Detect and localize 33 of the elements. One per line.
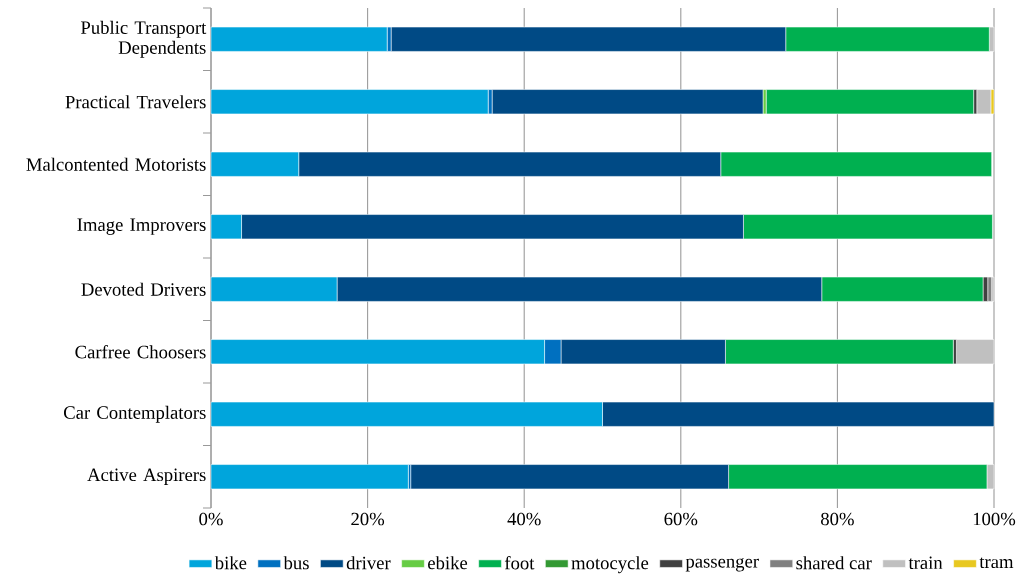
y-tick-label: Car Contemplators [63, 405, 206, 423]
legend-label: bus [283, 556, 309, 570]
bar [765, 89, 974, 115]
y-tick-label: Active Aspirers [87, 468, 206, 485]
legend-label: driver [346, 556, 391, 570]
y-tick-label: Devoted Drivers [81, 282, 206, 296]
x-tick-label: 40% [507, 512, 541, 526]
y-tick-label: Image Improvers [77, 218, 206, 235]
x-tick-label: 0% [199, 512, 223, 526]
bar [991, 276, 995, 302]
x-tick-label: 100% [973, 512, 1016, 526]
x-tick-label: 60% [664, 512, 698, 526]
legend-label: motocycle [571, 556, 649, 574]
y-tick-label: Public Transport Dependents [81, 20, 207, 58]
bar [987, 276, 992, 302]
bar [210, 26, 388, 52]
bar [491, 89, 764, 115]
bar [956, 339, 995, 365]
legend-label: bike [214, 556, 247, 570]
legend-label: passenger [685, 557, 759, 572]
bar [976, 89, 992, 115]
legend-label: foot [504, 556, 535, 570]
y-tick-label: Practical Travelers [65, 95, 206, 109]
y-tick-label: Carfree Choosers [75, 345, 206, 359]
legend-label: ebike [428, 556, 468, 570]
y-tick-label: Malcontented Motorists [26, 157, 206, 171]
bar [210, 89, 489, 115]
legend-label: train [908, 556, 943, 570]
bar [210, 464, 409, 490]
legend-label: shared car [796, 556, 872, 570]
legend-label: tram [979, 557, 1014, 569]
x-tick-label: 80% [821, 512, 854, 526]
x-tick-label: 20% [351, 512, 385, 526]
